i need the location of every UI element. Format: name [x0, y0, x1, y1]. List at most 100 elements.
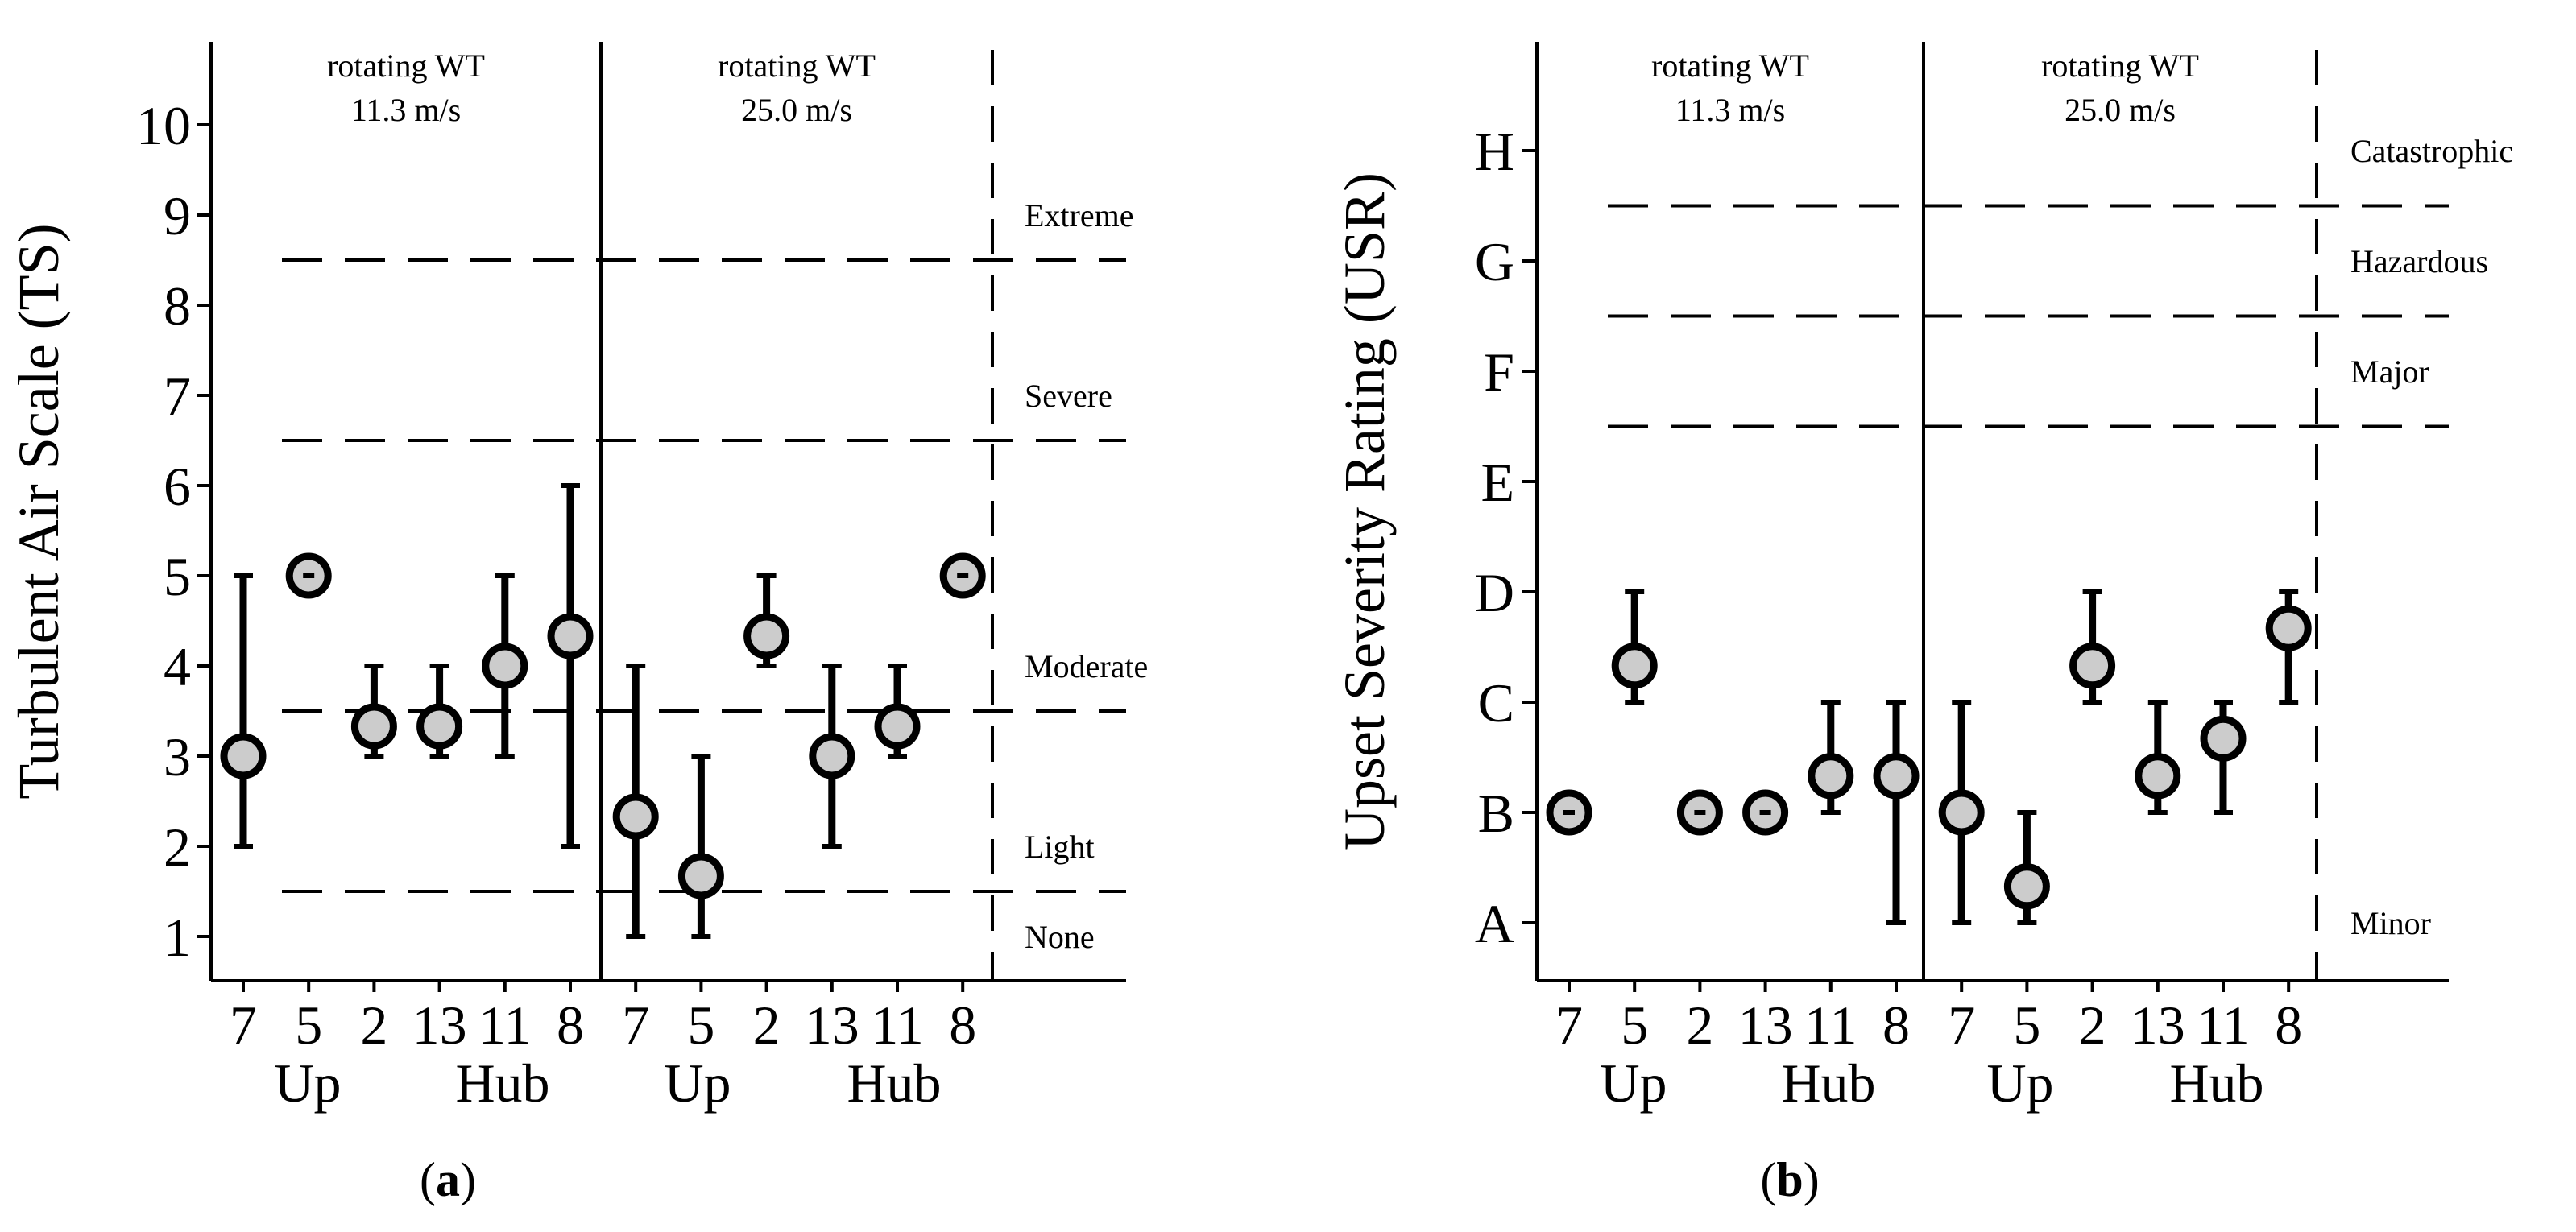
data-point: [1938, 789, 1985, 836]
data-point: [1611, 643, 1658, 689]
y-tick-label: D: [1475, 562, 1514, 623]
x-tick-label: 8: [2275, 994, 2302, 1056]
data-point: [809, 733, 855, 779]
panel-caption-close: ): [460, 1153, 476, 1206]
panel-caption: (a): [420, 1153, 476, 1206]
x-tick-label: 8: [1882, 994, 1910, 1056]
x-tick-label: 5: [2013, 994, 2040, 1056]
x-tick-label: 11: [478, 994, 531, 1056]
y-tick-label: 9: [164, 185, 191, 246]
data-point: [2265, 605, 2312, 651]
group-title-line2: 25.0 m/s: [2065, 92, 2176, 128]
x-tick-label: 8: [949, 994, 976, 1056]
x-group-label: Up: [274, 1052, 341, 1114]
x-tick-label: 11: [871, 994, 923, 1056]
y-tick-label: A: [1475, 893, 1514, 954]
severity-label: Light: [1025, 829, 1095, 865]
severity-label: None: [1025, 919, 1095, 955]
x-tick-label: 7: [230, 994, 257, 1056]
x-group-label: Hub: [847, 1052, 941, 1114]
data-point: [2200, 715, 2247, 762]
x-group-label: Hub: [2169, 1052, 2263, 1114]
data-point: [874, 703, 921, 750]
data-point: [220, 733, 267, 779]
data-point: [547, 613, 594, 659]
x-tick-label: 2: [2079, 994, 2106, 1056]
y-tick-label: 5: [164, 546, 191, 607]
x-group-label: Up: [1986, 1052, 2053, 1114]
group-title-line1: rotating WT: [2041, 48, 2199, 84]
x-tick-label: 13: [805, 994, 859, 1056]
x-group-label: Hub: [1781, 1052, 1875, 1114]
y-tick-label: F: [1484, 341, 1514, 403]
x-tick-label: 5: [295, 994, 322, 1056]
y-tick-label: B: [1478, 783, 1514, 844]
severity-label: Severe: [1025, 378, 1112, 414]
x-tick-label: 8: [557, 994, 584, 1056]
data-point: [1808, 753, 1854, 800]
panel-caption-open: (: [420, 1153, 436, 1206]
data-point: [2003, 863, 2050, 910]
x-tick-label: 13: [2131, 994, 2185, 1056]
y-tick-label: H: [1475, 121, 1514, 182]
y-axis-title: Turbulent Air Scale (TS): [6, 223, 71, 799]
y-tick-label: 3: [164, 726, 191, 788]
severity-label: Major: [2350, 353, 2429, 390]
y-axis-title: Upset Severity Rating (USR): [1332, 172, 1397, 850]
panel-caption-letter: a: [436, 1153, 460, 1206]
x-tick-label: 13: [412, 994, 467, 1056]
data-point: [2069, 643, 2116, 689]
data-point: [350, 703, 397, 750]
y-tick-label: 8: [164, 275, 191, 337]
x-tick-label: 13: [1738, 994, 1793, 1056]
y-tick-label: E: [1481, 452, 1514, 513]
data-point: [743, 613, 790, 659]
data-point: [677, 853, 724, 899]
x-tick-label: 5: [687, 994, 714, 1056]
severity-label: Catastrophic: [2350, 133, 2513, 169]
x-tick-label: 2: [360, 994, 387, 1056]
y-tick-label: 6: [164, 456, 191, 517]
x-tick-label: 2: [1686, 994, 1713, 1056]
x-tick-label: 7: [1555, 994, 1583, 1056]
panel-caption-open: (: [1760, 1153, 1776, 1206]
group-title-line1: rotating WT: [1651, 48, 1809, 84]
group-title-line1: rotating WT: [718, 48, 876, 84]
x-tick-label: 2: [753, 994, 781, 1056]
panel-caption: (b): [1760, 1153, 1819, 1206]
x-tick-label: 7: [622, 994, 649, 1056]
x-tick-label: 5: [1621, 994, 1648, 1056]
x-group-label: Up: [1600, 1052, 1667, 1114]
x-tick-label: 11: [1804, 994, 1857, 1056]
group-title-line2: 11.3 m/s: [1675, 92, 1785, 128]
y-tick-label: C: [1478, 672, 1514, 734]
y-tick-label: 7: [164, 366, 191, 427]
data-point: [2135, 753, 2181, 800]
severity-label: Minor: [2350, 905, 2431, 941]
data-point: [612, 793, 659, 840]
y-tick-label: G: [1475, 231, 1514, 292]
data-point: [1873, 753, 1920, 800]
panel-caption-close: ): [1804, 1153, 1820, 1206]
y-tick-label: 1: [164, 907, 191, 968]
severity-label: Extreme: [1025, 197, 1134, 234]
group-title-line2: 25.0 m/s: [741, 92, 852, 128]
data-point: [482, 643, 528, 689]
x-group-label: Up: [664, 1052, 731, 1114]
y-tick-label: 10: [136, 95, 191, 156]
x-tick-label: 7: [1948, 994, 1975, 1056]
panel-caption-letter: b: [1776, 1153, 1803, 1206]
data-point: [416, 703, 463, 750]
group-title-line1: rotating WT: [327, 48, 485, 84]
x-group-label: Hub: [455, 1052, 549, 1114]
x-tick-label: 11: [2197, 994, 2249, 1056]
y-tick-label: 4: [164, 636, 191, 697]
severity-label: Moderate: [1025, 648, 1148, 684]
y-tick-label: 2: [164, 817, 191, 878]
severity-label: Hazardous: [2350, 243, 2488, 279]
group-title-line2: 11.3 m/s: [351, 92, 461, 128]
